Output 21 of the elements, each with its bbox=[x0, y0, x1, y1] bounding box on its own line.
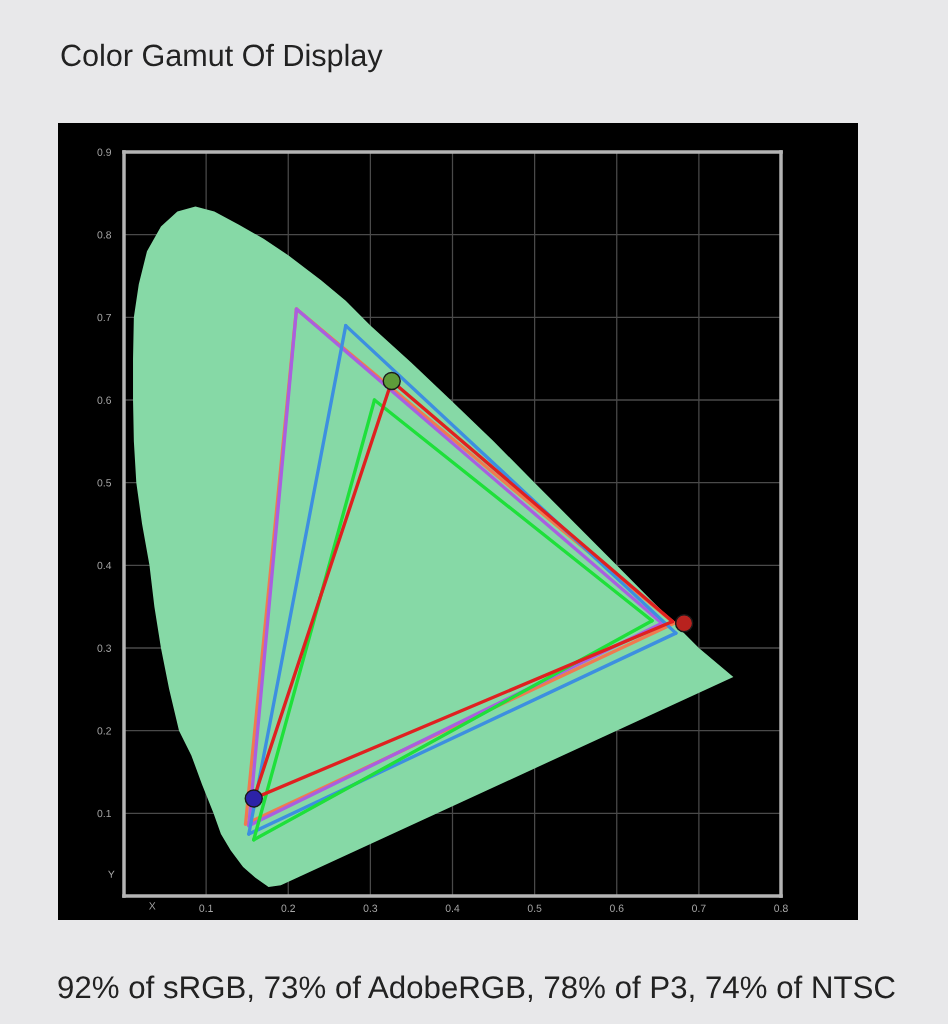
x-tick-label: 0.1 bbox=[199, 904, 213, 912]
x-tick-label: 0.7 bbox=[692, 904, 706, 912]
x-tick-label: 0.4 bbox=[445, 904, 460, 912]
x-tick-label: 0.3 bbox=[363, 904, 378, 912]
x-tick-label: 0.6 bbox=[609, 904, 624, 912]
y-tick-label: 0.6 bbox=[97, 396, 112, 404]
y-tick-label: 0.8 bbox=[97, 231, 112, 239]
y-tick-label: 0.2 bbox=[97, 727, 111, 735]
y-tick-label: 0.4 bbox=[97, 561, 112, 570]
y-axis-title: Y bbox=[108, 870, 115, 878]
y-tick-label: 0.5 bbox=[97, 479, 112, 487]
x-tick-label: 0.5 bbox=[527, 904, 542, 912]
y-tick-label: 0.9 bbox=[97, 148, 112, 156]
text: 92% of sRGB, 73% of AdobeRGB, 78% of P3, 74% of NTSC bbox=[58, 975, 895, 1003]
x-tick-label: 0.2 bbox=[281, 904, 295, 912]
y-tick-label: 0.1 bbox=[97, 809, 111, 818]
chart-title: Color Gamut Of Display bbox=[61, 43, 383, 73]
x-tick-label: 0.8 bbox=[774, 904, 788, 912]
y-tick-label: 0.3 bbox=[97, 644, 112, 652]
y-tick-label: 0.7 bbox=[97, 313, 111, 322]
x-axis-title: X bbox=[149, 902, 156, 910]
